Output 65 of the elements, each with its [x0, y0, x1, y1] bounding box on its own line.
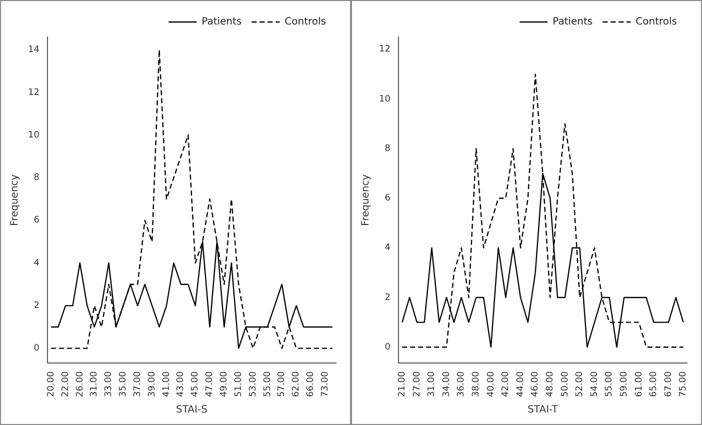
- y-tick-label: 4: [34, 258, 40, 268]
- x-tick-label: 55.00: [604, 370, 615, 397]
- x-tick-label: 57.00: [277, 370, 288, 397]
- x-tick-label: 37.00: [132, 370, 143, 397]
- x-tick-label: 54.00: [590, 370, 600, 397]
- y-tick-label: 2: [384, 292, 390, 303]
- x-tick-label: 66.00: [306, 370, 316, 397]
- x-tick-label: 50.00: [560, 370, 570, 397]
- y-tick-label: 2: [34, 301, 40, 312]
- y-tick-label: 4: [384, 243, 391, 254]
- x-tick-label: 61.00: [634, 370, 644, 397]
- x-tick-label: 22.00: [60, 370, 71, 397]
- x-tick-label: 20.00: [46, 370, 56, 397]
- legend-label: Controls: [636, 16, 677, 28]
- y-axis-title: Frequency: [360, 174, 372, 226]
- x-tick-label: 62.00: [292, 370, 302, 397]
- y-tick-label: 12: [379, 44, 390, 55]
- x-tick-label: 67.00: [664, 370, 674, 397]
- x-tick-label: 38.00: [471, 370, 482, 397]
- y-tick-label: 0: [384, 342, 391, 352]
- line-series: [50, 49, 333, 349]
- y-tick-label: 10: [379, 94, 391, 104]
- x-tick-label: 43.00: [176, 370, 186, 397]
- x-tick-label: 52.00: [575, 370, 586, 397]
- legend-label: Patients: [202, 16, 242, 28]
- x-tick-label: 34.00: [442, 370, 452, 397]
- legend-label: Controls: [284, 16, 326, 28]
- x-tick-label: 26.00: [75, 370, 86, 397]
- y-axis-title: Frequency: [10, 174, 21, 226]
- x-tick-label: 36.00: [456, 370, 467, 397]
- x-tick-label: 73.00: [320, 370, 331, 397]
- legend-label: Patients: [552, 16, 593, 28]
- x-tick-label: 35.00: [118, 370, 129, 397]
- x-tick-label: 44.00: [516, 370, 526, 397]
- x-tick-label: 39.00: [147, 370, 158, 397]
- x-tick-label: 31.00: [427, 370, 438, 397]
- line-series: [402, 74, 684, 348]
- x-tick-label: 40.00: [486, 370, 496, 397]
- x-tick-label: 42.00: [501, 370, 512, 397]
- x-tick-label: 41.00: [162, 370, 172, 397]
- y-tick-label: 10: [28, 130, 40, 140]
- y-tick-label: 0: [34, 344, 40, 354]
- x-axis-title: STAI-S: [176, 404, 208, 416]
- x-tick-label: 45.00: [190, 370, 201, 397]
- x-tick-label: 53.00: [248, 370, 258, 397]
- x-tick-label: 51.00: [234, 370, 244, 397]
- x-tick-label: 59.00: [619, 370, 630, 397]
- x-tick-label: 21.00: [397, 370, 408, 397]
- y-tick-label: 6: [34, 216, 40, 226]
- x-tick-label: 55.00: [262, 370, 273, 397]
- y-tick-label: 14: [28, 45, 40, 56]
- y-tick-label: 6: [384, 194, 391, 204]
- x-axis-title: STAI-T: [528, 404, 559, 416]
- x-tick-label: 46.00: [530, 370, 541, 397]
- x-tick-label: 27.00: [412, 370, 422, 397]
- x-tick-label: 49.00: [220, 370, 230, 397]
- x-tick-label: 75.00: [678, 370, 689, 397]
- x-tick-label: 65.00: [649, 370, 660, 397]
- y-tick-label: 12: [28, 88, 40, 98]
- y-tick-label: 8: [384, 144, 391, 154]
- y-tick-label: 8: [34, 173, 40, 184]
- x-tick-label: 33.00: [104, 370, 114, 397]
- x-tick-label: 47.00: [205, 370, 216, 397]
- x-tick-label: 31.00: [90, 370, 100, 397]
- x-tick-label: 48.00: [545, 370, 556, 397]
